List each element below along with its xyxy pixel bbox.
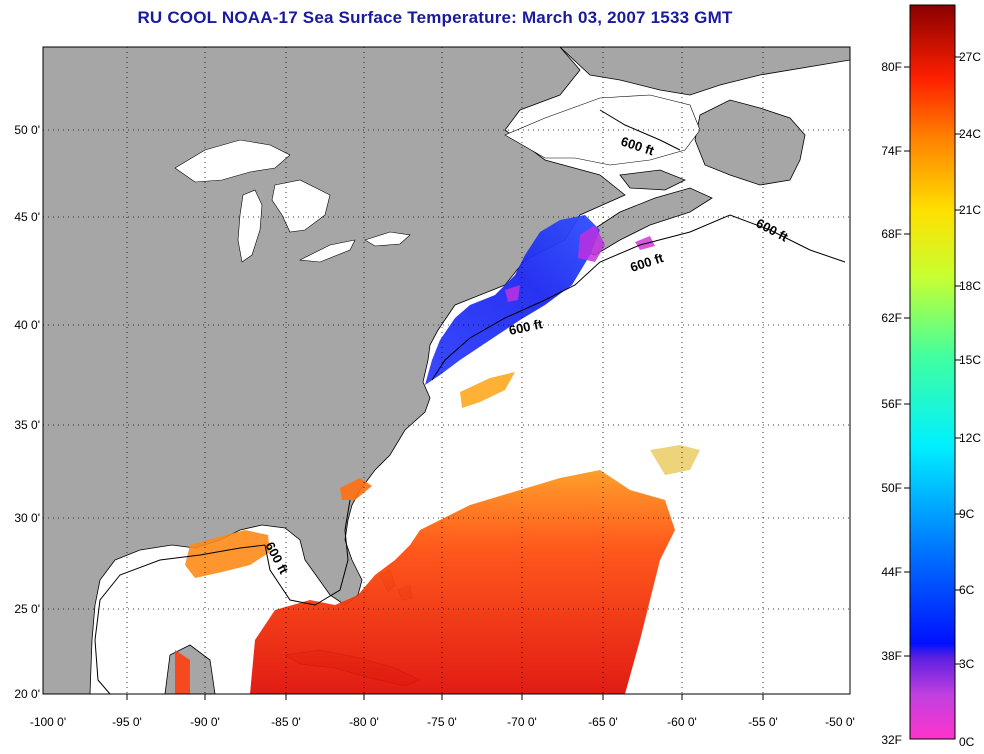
cb-f-label: 68F xyxy=(881,227,902,241)
cb-c-label: 9C xyxy=(959,507,975,521)
cb-f-label: 32F xyxy=(881,733,902,747)
lat-tick: 45 0' xyxy=(14,210,40,224)
lon-tick: -60 0' xyxy=(667,715,697,729)
lat-tick: 20 0' xyxy=(14,687,40,701)
latitude-axis: 50 0' 45 0' 40 0' 35 0' 30 0' 25 0' 20 0… xyxy=(14,123,40,701)
cb-f-label: 80F xyxy=(881,60,902,74)
longitude-axis: -100 0' -95 0' -90 0' -85 0' -80 0' -75 … xyxy=(30,715,855,729)
sst-warm-water xyxy=(175,372,700,694)
lake-huron xyxy=(271,179,331,233)
cb-c-label: 6C xyxy=(959,583,975,597)
lon-tick: -70 0' xyxy=(507,715,537,729)
cb-c-label: 18C xyxy=(959,279,981,293)
sst-cold-water xyxy=(425,215,655,385)
cb-f-label: 44F xyxy=(881,565,902,579)
cb-c-label: 27C xyxy=(959,50,981,64)
lon-tick: -55 0' xyxy=(748,715,778,729)
land-newfoundland xyxy=(694,99,806,186)
lon-tick: -95 0' xyxy=(112,715,142,729)
lat-tick: 40 0' xyxy=(14,318,40,332)
lake-erie xyxy=(298,239,356,263)
cb-f-label: 56F xyxy=(881,397,902,411)
lon-tick: -80 0' xyxy=(349,715,379,729)
cb-c-label: 3C xyxy=(959,657,975,671)
lon-tick: -50 0' xyxy=(825,715,855,729)
lon-tick: -75 0' xyxy=(427,715,457,729)
cb-c-label: 24C xyxy=(959,127,981,141)
lat-tick: 30 0' xyxy=(14,511,40,525)
isobath-label: 600 ft xyxy=(508,316,545,338)
cb-f-label: 62F xyxy=(881,311,902,325)
lon-tick: -85 0' xyxy=(271,715,301,729)
lake-superior xyxy=(174,139,291,183)
colorbar-fahrenheit-labels: 80F 74F 68F 62F 56F 50F 44F 38F 32F xyxy=(881,60,902,747)
lat-tick: 50 0' xyxy=(14,123,40,137)
colorbar-ticks xyxy=(904,56,961,665)
cb-f-label: 74F xyxy=(881,144,902,158)
cb-c-label: 0C xyxy=(959,735,975,749)
lat-tick: 25 0' xyxy=(14,602,40,616)
cb-c-label: 12C xyxy=(959,431,981,445)
gulf-st-lawrence xyxy=(504,94,701,166)
cb-c-label: 15C xyxy=(959,353,981,367)
lon-tick: -65 0' xyxy=(588,715,618,729)
lon-tick-marks xyxy=(126,694,764,700)
cb-c-label: 21C xyxy=(959,203,981,217)
lake-michigan xyxy=(237,189,263,263)
plot-frame xyxy=(42,46,851,695)
isobath-600ft xyxy=(94,109,846,694)
colorbar xyxy=(909,4,956,740)
land-cape-breton xyxy=(619,169,686,191)
colorbar-celsius-labels: 27C 24C 21C 18C 15C 12C 9C 6C 3C 0C xyxy=(959,50,981,749)
lat-tick: 35 0' xyxy=(14,418,40,432)
cb-f-label: 38F xyxy=(881,649,902,663)
lon-tick: -100 0' xyxy=(30,715,66,729)
land-labrador xyxy=(559,47,850,96)
figure-title: RU COOL NOAA-17 Sea Surface Temperature:… xyxy=(137,8,733,27)
lake-ontario xyxy=(364,231,411,247)
cb-f-label: 50F xyxy=(881,481,902,495)
lon-tick: -90 0' xyxy=(190,715,220,729)
